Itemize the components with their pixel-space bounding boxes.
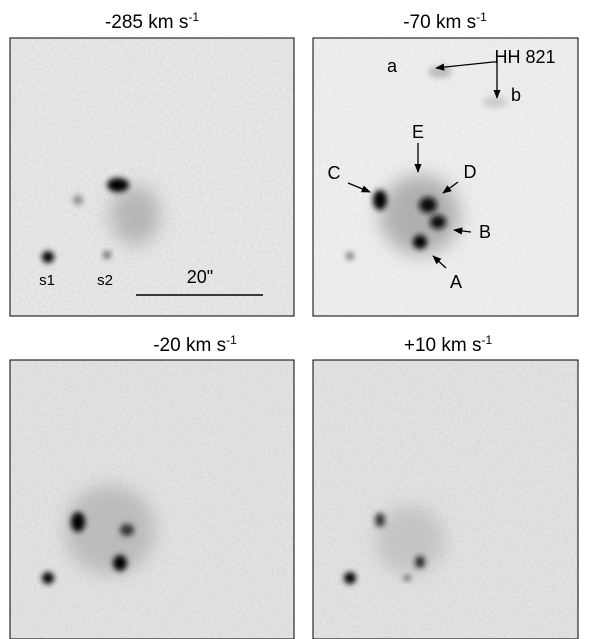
panel-title: -285 km s-1 — [105, 10, 199, 33]
image-panel — [10, 360, 294, 639]
panel-title: -70 km s-1 — [403, 10, 487, 33]
label: a — [387, 56, 398, 76]
label: HH 821 — [494, 47, 555, 67]
label: B — [479, 222, 491, 242]
figure: -285 km s-1 -70 km s-1 -20 km s-1 +10 km… — [0, 0, 589, 639]
scale-label: 20" — [187, 267, 213, 287]
label: s1 — [39, 272, 55, 289]
label: A — [450, 272, 462, 292]
image-panel — [313, 38, 578, 316]
label: D — [464, 162, 477, 182]
label: E — [412, 122, 424, 142]
label: C — [328, 163, 341, 183]
panel-title: -20 km s-1 — [153, 333, 237, 356]
label: b — [511, 85, 521, 105]
image-panel — [313, 360, 578, 639]
panel-title: +10 km s-1 — [404, 333, 493, 356]
label: s2 — [97, 272, 113, 289]
